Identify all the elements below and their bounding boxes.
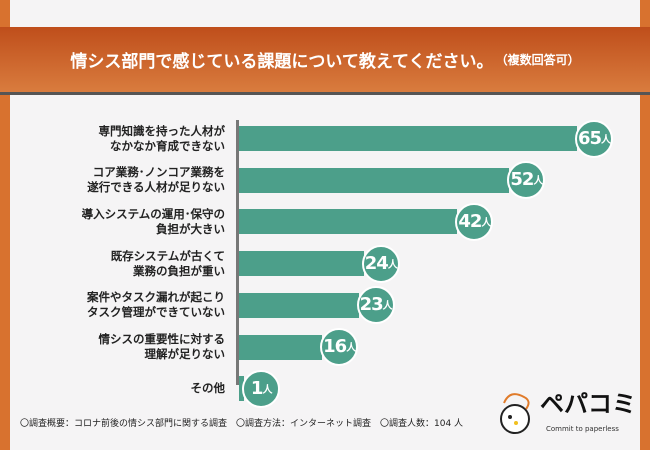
unit-label: 人 [262,384,272,396]
value-label: 52 人 [507,161,546,200]
unit-label: 人 [346,343,356,354]
logo-tagline: Commit to paperless [546,425,619,433]
category-label-line: なかなか育成できない [110,138,225,153]
category-label: コア業務･ノンコア業務を 遂行できる人材が足りない [87,165,225,195]
category-label-line: 情シスの重要性に対する [98,332,226,346]
value-label: 42 人 [455,202,494,241]
bar [239,251,364,277]
chart-title-note: （複数回答可） [495,53,580,67]
category-label-line: その他 [190,381,226,396]
survey-footnote: 〇調査概要：コロナ前後の情シス部門に関する調査 〇調査方法：インターネット調査 … [20,419,464,429]
bird-mascot-icon [500,393,530,434]
bar [239,209,458,235]
title-banner: 情シス部門で感じている課題について教えてください。 （複数回答可） [0,27,650,95]
category-label: 情シスの重要性に対する 理解が足りない [99,332,226,362]
category-label-line: 理解が足りない [144,347,226,361]
chart-title: 情シス部門で感じている課題について教えてください。 [70,52,494,72]
category-label: 既存システムが古くて 業務の負担が重い [111,249,225,279]
category-label-line: 導入システムの運用･保守の [81,206,225,221]
category-label-line: 業務の負担が重い [133,263,225,278]
bar [239,167,510,193]
logo-name: ペパコミ [540,390,636,418]
bar [239,376,245,402]
unit-label: 人 [481,217,491,229]
value-label: 23 人 [356,286,395,325]
category-label-line: 案件やタスク漏れが起こり [87,290,225,305]
category-label-line: タスク管理ができていない [87,305,225,320]
unit-label: 人 [382,301,393,313]
category-label-line: 遂行できる人材が足りない [87,180,225,195]
bar [239,292,359,318]
category-label: 導入システムの運用･保守の 負担が大きい [82,207,225,237]
category-label-line: 既存システムが古くて [110,248,225,263]
unit-label: 人 [533,176,543,188]
unit-label: 人 [387,259,398,271]
value-label: 24 人 [361,244,400,283]
category-label: 案件やタスク漏れが起こり タスク管理ができていない [87,290,225,320]
value-label: 16 人 [320,328,359,366]
bar [239,334,323,360]
y-axis-line [236,120,239,385]
unit-label: 人 [601,134,611,146]
category-label-line: 専門知識を持った人材が [98,123,226,138]
category-label-line: 負担が大きい [156,221,225,236]
category-label: 専門知識を持った人材が なかなか育成できない [99,124,226,154]
logo: ペパコミ Commit to paperless [490,385,636,440]
category-label: その他 [191,381,226,396]
bar [239,126,577,151]
value-label: 65 人 [575,119,613,158]
category-label-line: コア業務･ノンコア業務を [92,165,225,180]
